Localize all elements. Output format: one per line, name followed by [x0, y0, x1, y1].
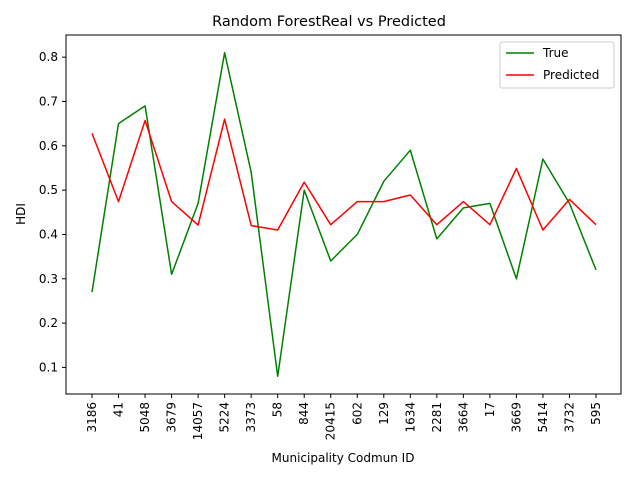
x-tick-label: 3679: [165, 402, 179, 433]
x-tick-label: 58: [271, 402, 285, 417]
x-tick-label: 3186: [85, 402, 99, 433]
x-axis: 3186 41 5048 3679 14057 5224 3373 58 844 20415 602…: [85, 394, 603, 440]
series-line-predicted: [91, 118, 597, 231]
x-tick-label: 3732: [562, 402, 576, 433]
x-tick-label: 5224: [218, 402, 232, 433]
x-tick-label: 3373: [244, 402, 258, 433]
legend: True Predicted: [499, 41, 615, 89]
y-tick-label: 0.8: [39, 50, 58, 64]
y-tick-label: 0.2: [39, 316, 58, 330]
x-axis-label: Municipality Codmun ID: [272, 451, 415, 465]
y-tick-label: 0.3: [39, 272, 58, 286]
y-tick-label: 0.6: [39, 139, 58, 153]
chart-title: Random ForestReal vs Predicted: [212, 14, 446, 30]
y-axis-label: HDI: [14, 203, 28, 225]
y-axis: 0.1 0.2 0.3 0.4 0.5 0.6 0.7 0.8: [39, 50, 66, 374]
x-tick-label: 1634: [403, 402, 417, 433]
x-tick-label: 3664: [456, 402, 470, 433]
plot-frame: [65, 34, 622, 395]
x-tick-label: 20415: [324, 402, 338, 440]
x-tick-label: 595: [589, 402, 603, 425]
x-tick-label: 129: [377, 402, 391, 425]
series-line-true: [91, 51, 597, 378]
y-tick-label: 0.5: [39, 183, 58, 197]
legend-label: True: [542, 46, 569, 60]
y-tick-label: 0.7: [39, 94, 58, 108]
x-tick-label: 2281: [430, 402, 444, 433]
x-tick-label: 41: [112, 402, 126, 417]
y-tick-label: 0.4: [39, 227, 58, 241]
y-tick-label: 0.1: [39, 360, 58, 374]
legend-label: Predicted: [543, 68, 599, 82]
series-lines: [91, 51, 597, 378]
x-tick-label: 844: [297, 402, 311, 425]
x-tick-label: 14057: [191, 402, 205, 440]
x-tick-label: 5048: [138, 402, 152, 433]
x-tick-label: 17: [483, 402, 497, 417]
x-tick-label: 3669: [509, 402, 523, 433]
x-tick-label: 5414: [536, 402, 550, 433]
x-tick-label: 602: [350, 402, 364, 425]
